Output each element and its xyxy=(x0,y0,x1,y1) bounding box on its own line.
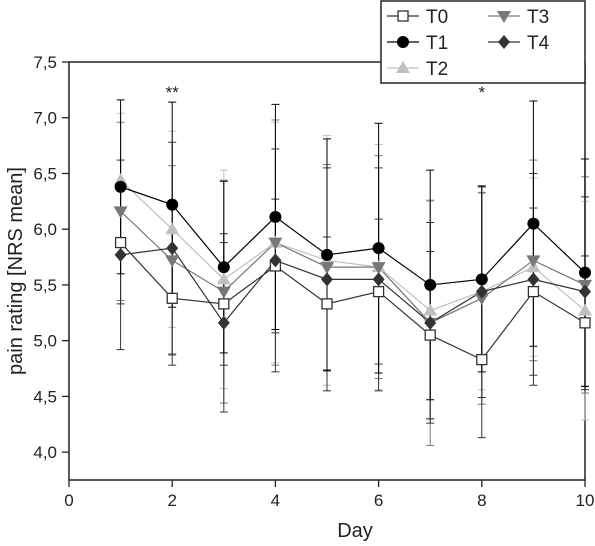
legend-marker-t0 xyxy=(397,10,409,22)
legend-label-t0: T0 xyxy=(426,7,448,28)
data-point-t2 xyxy=(578,303,592,316)
series-line-t2 xyxy=(120,179,586,312)
data-point-t4 xyxy=(114,247,127,262)
significance-marker: * xyxy=(478,83,485,102)
series-line-t1 xyxy=(120,186,586,286)
data-point-t0 xyxy=(114,236,127,249)
legend-marker-t4 xyxy=(498,35,510,49)
x-tick-label: 8 xyxy=(477,491,486,510)
x-tick-label: 10 xyxy=(576,491,595,510)
data-point-t1 xyxy=(475,273,488,286)
data-point-t4 xyxy=(217,315,230,330)
data-point-t3 xyxy=(371,262,386,275)
data-point-t3 xyxy=(216,286,231,299)
data-point-t0 xyxy=(372,285,385,298)
axes: 0 2 4 6 8 10 4,0 4,5 5,0 5,5 6,0 6,5 7,0 7,5 xyxy=(33,53,594,510)
x-tick-label: 4 xyxy=(271,491,280,510)
y-tick-label: 6,5 xyxy=(33,164,57,183)
data-point-t1 xyxy=(579,266,591,279)
data-point-t0 xyxy=(476,353,488,366)
series-line-t4 xyxy=(120,247,586,324)
data-point-t0 xyxy=(527,285,540,298)
legend-marker-t1 xyxy=(397,36,409,48)
legend-marker-t2 xyxy=(396,61,410,73)
y-tick-label: 5,5 xyxy=(33,276,57,295)
y-tick-label: 4,5 xyxy=(33,387,57,406)
legend-marker-t3 xyxy=(497,11,511,23)
data-point-t1 xyxy=(372,242,385,255)
data-point-t4 xyxy=(475,284,488,299)
y-tick-label: 4,0 xyxy=(33,443,57,462)
data-point-t4 xyxy=(166,241,179,256)
legend-label-t2: T2 xyxy=(426,59,448,80)
data-point-t4 xyxy=(269,253,282,268)
series-line-t3 xyxy=(120,210,586,324)
legend-label-t1: T1 xyxy=(426,33,448,54)
data-point-t2 xyxy=(216,272,231,285)
x-axis-title: Day xyxy=(337,520,373,542)
data-point-t3 xyxy=(320,262,334,275)
y-tick-label: 6,0 xyxy=(33,220,57,239)
y-tick-label: 5,0 xyxy=(33,332,57,351)
data-point-t0 xyxy=(424,329,436,341)
x-tick-label: 6 xyxy=(374,491,383,510)
data-point-t3 xyxy=(474,293,489,306)
legend: T0 T1 T2 T3 T4 xyxy=(380,0,586,84)
data-point-t3 xyxy=(268,237,283,250)
data-point-t2 xyxy=(423,303,438,316)
x-tick-label: 0 xyxy=(64,491,73,510)
error-bars xyxy=(116,99,589,446)
data-point-t1 xyxy=(269,210,282,223)
significance-marker: ** xyxy=(166,83,180,102)
y-tick-label: 7,5 xyxy=(33,53,57,72)
data-point-t3 xyxy=(526,255,541,268)
legend-label-t3: T3 xyxy=(527,7,549,28)
data-point-t1 xyxy=(424,278,437,291)
data-point-t0 xyxy=(321,298,333,310)
data-point-t1 xyxy=(321,248,333,261)
significance-annotations: ** * xyxy=(166,83,486,102)
series-lines xyxy=(120,179,586,361)
data-point-t0 xyxy=(218,298,230,310)
data-point-t3 xyxy=(165,255,180,268)
data-point-t4 xyxy=(321,272,333,287)
data-point-t0 xyxy=(166,292,178,304)
data-point-t4 xyxy=(424,315,437,330)
data-point-t2 xyxy=(165,222,180,235)
y-tick-label: 7,0 xyxy=(33,109,57,128)
data-point-t1 xyxy=(114,180,127,193)
data-point-t4 xyxy=(372,272,385,287)
legend-label-t4: T4 xyxy=(527,33,550,54)
y-axis-title: pain rating [NRS mean] xyxy=(5,167,27,375)
data-point-t1 xyxy=(217,261,230,274)
series-line-t0 xyxy=(120,242,586,361)
data-point-t4 xyxy=(579,284,591,299)
data-point-t4 xyxy=(527,272,540,287)
data-point-t1 xyxy=(166,198,179,211)
data-point-t0 xyxy=(579,317,591,329)
x-tick-label: 2 xyxy=(167,491,176,510)
data-point-t3 xyxy=(113,206,128,219)
data-point-t1 xyxy=(527,217,540,230)
series-markers xyxy=(113,173,592,366)
